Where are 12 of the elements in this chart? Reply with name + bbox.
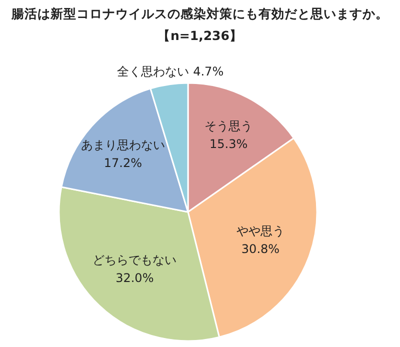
slice-label: あまり思わない (80, 138, 165, 152)
data-label: 32.0% (116, 271, 154, 286)
data-label: 4.7% (193, 64, 224, 79)
data-label: 15.3% (209, 137, 248, 152)
slice-label: やや思う (236, 224, 284, 238)
slice-label: 全く思わない (117, 64, 190, 79)
data-label: 30.8% (241, 242, 280, 256)
slice-label: どちらでもない (92, 253, 177, 268)
chart-subtitle: 【n=1,236】 (158, 28, 242, 43)
data-label: 17.2% (104, 156, 142, 170)
chart-title: 腸活は新型コロナウイルスの感染対策にも有効だと思いますか。 (10, 6, 388, 21)
slice-label: そう思う (204, 119, 253, 134)
